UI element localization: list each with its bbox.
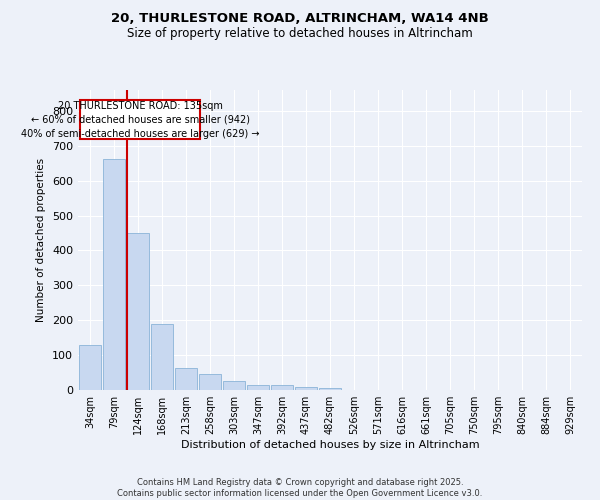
Bar [199,374,221,390]
Bar [223,380,245,390]
Bar [103,159,125,390]
Y-axis label: Number of detached properties: Number of detached properties [37,158,46,322]
Bar [319,388,341,390]
X-axis label: Distribution of detached houses by size in Altrincham: Distribution of detached houses by size … [181,440,479,450]
Bar [79,346,101,390]
Text: Contains HM Land Registry data © Crown copyright and database right 2025.
Contai: Contains HM Land Registry data © Crown c… [118,478,482,498]
Bar [127,233,149,390]
Text: 20, THURLESTONE ROAD, ALTRINCHAM, WA14 4NB: 20, THURLESTONE ROAD, ALTRINCHAM, WA14 4… [111,12,489,26]
Text: 20 THURLESTONE ROAD: 135sqm
← 60% of detached houses are smaller (942)
40% of se: 20 THURLESTONE ROAD: 135sqm ← 60% of det… [21,100,260,138]
Bar [295,387,317,390]
Bar [247,386,269,390]
Bar [151,324,173,390]
Bar [271,386,293,390]
Bar [80,100,200,139]
Text: Size of property relative to detached houses in Altrincham: Size of property relative to detached ho… [127,28,473,40]
Bar [175,368,197,390]
